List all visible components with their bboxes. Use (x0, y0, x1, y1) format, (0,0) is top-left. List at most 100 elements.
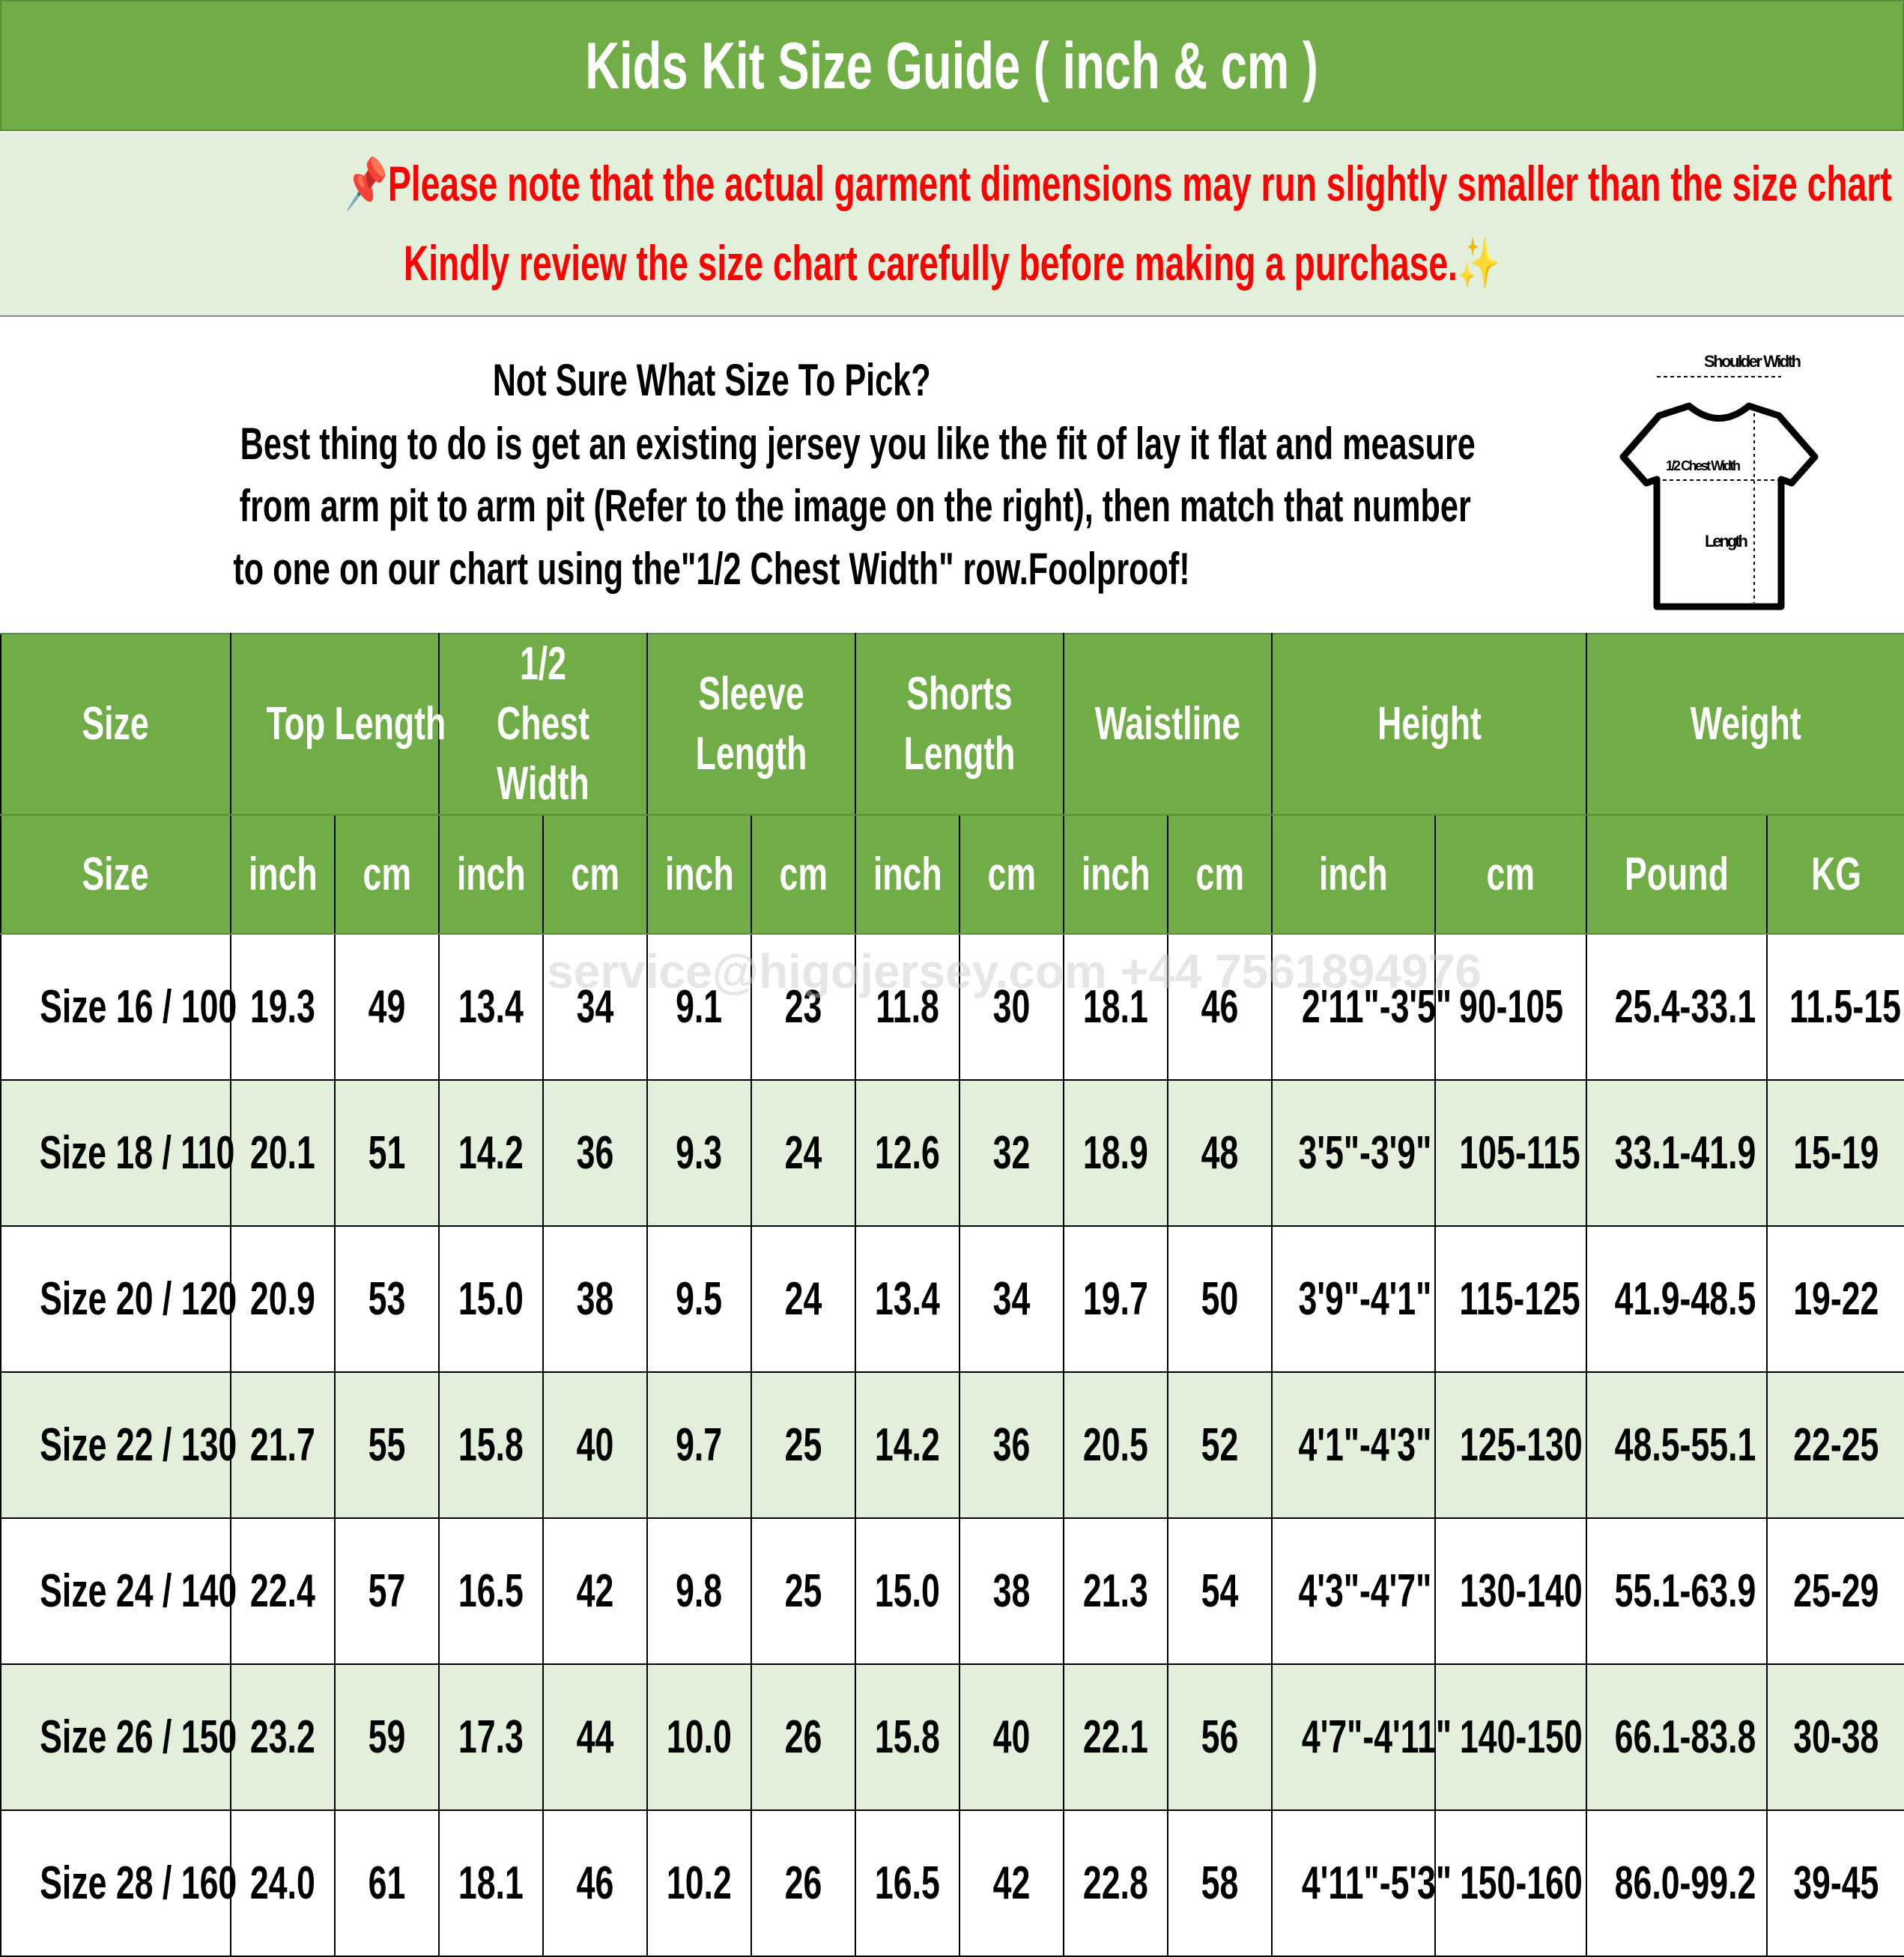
table-cell: 59 (333, 1663, 440, 1811)
cell-value: 24 (784, 1127, 822, 1179)
table-cell: 48.5-55.1 (1586, 1371, 1768, 1519)
table-cell: 14.2 (438, 1079, 545, 1227)
table-cell: 150-160 (1434, 1809, 1588, 1957)
table-cell: 105-115 (1434, 1079, 1588, 1227)
unit-header: inch (855, 814, 961, 935)
header-label: Weight (1690, 698, 1801, 750)
notice-banner: 📌Please note that the actual garment dim… (0, 131, 1904, 317)
table-cell: 49 (333, 933, 440, 1081)
cell-value: 15.8 (875, 1711, 940, 1763)
table-cell: 18.1 (1063, 933, 1169, 1081)
table-cell: 14.2 (855, 1371, 961, 1519)
unit-header: Pound (1586, 814, 1768, 935)
unit-label: inch (1319, 849, 1388, 900)
cell-value: 40 (992, 1711, 1031, 1763)
cell-value: 23.2 (250, 1711, 315, 1763)
cell-value: 9.1 (676, 981, 723, 1033)
table-cell: 50 (1167, 1225, 1273, 1373)
pushpin-icon: 📌 (345, 156, 388, 211)
table-row: Size 18 / 110 20.1 51 14.2 36 9.3 24 12.6 32 18.9… (0, 1079, 1904, 1227)
cell-value: Size 16 / 100 (40, 981, 237, 1033)
cell-value: 25-29 (1792, 1565, 1879, 1617)
table-cell: 115-125 (1434, 1225, 1588, 1373)
table-cell: 15.8 (438, 1371, 545, 1519)
cell-value: 55.1-63.9 (1614, 1565, 1756, 1617)
table-cell: 38 (542, 1225, 649, 1373)
table-cell: Size 22 / 130 (0, 1371, 237, 1519)
table-cell: 25 (751, 1371, 857, 1519)
table-cell: 44 (542, 1663, 649, 1811)
table-cell: 36 (959, 1371, 1065, 1519)
cell-value: 49 (368, 981, 406, 1033)
table-cell: 3'5"-3'9" (1271, 1079, 1437, 1227)
table-row: Size 22 / 130 21.7 55 15.8 40 9.7 25 14.2 36 20.5… (0, 1371, 1904, 1519)
unit-label: cm (1486, 849, 1535, 900)
info-line: from arm pit to arm pit (Refer to the im… (239, 481, 1471, 531)
cell-value: 33.1-41.9 (1614, 1127, 1756, 1179)
cell-value: 9.5 (676, 1273, 723, 1325)
unit-label: KG (1810, 849, 1861, 900)
header-label: Height (1377, 698, 1482, 750)
unit-header: cm (542, 814, 649, 935)
table-cell: 56 (1167, 1663, 1273, 1811)
table-cell: 17.3 (438, 1663, 545, 1811)
table-cell: 19.3 (230, 933, 336, 1081)
table-cell: 54 (1167, 1517, 1273, 1665)
cell-value: 34 (992, 1273, 1031, 1325)
table-cell: Size 26 / 150 (0, 1663, 237, 1811)
cell-value: 42 (576, 1565, 614, 1617)
cell-value: 21.3 (1083, 1565, 1148, 1617)
cell-value: 86.0-99.2 (1614, 1857, 1756, 1909)
sparkles-icon: ✨ (1457, 235, 1501, 291)
cell-value: 10.0 (667, 1711, 732, 1763)
cell-value: 18.1 (1083, 981, 1148, 1033)
table-cell: 15-19 (1766, 1079, 1904, 1227)
table-cell: 26 (751, 1809, 857, 1957)
cell-value: 25 (784, 1565, 822, 1617)
header-row-groups: Size Top Length 1/2 Chest Width Sleeve Leng… (0, 633, 1904, 816)
unit-label: cm (571, 849, 619, 900)
header-label: Shorts Length (903, 668, 1016, 780)
table-cell: 25.4-33.1 (1586, 933, 1768, 1081)
table-cell: 22-25 (1766, 1371, 1904, 1519)
cell-value: 20.5 (1083, 1419, 1148, 1471)
table-cell: 24 (751, 1079, 857, 1227)
table-row: Size 26 / 150 23.2 59 17.3 44 10.0 26 15.8 40 22.… (0, 1663, 1904, 1811)
cell-value: 19.7 (1083, 1273, 1148, 1325)
header-label: Sleeve Length (695, 668, 807, 780)
info-line: to one on our chart using the"1/2 Chest … (233, 544, 1190, 594)
cell-value: 54 (1201, 1565, 1239, 1617)
cell-value: 11.5-15 (1789, 981, 1901, 1033)
cell-value: 25 (784, 1419, 822, 1471)
table-cell: 24.0 (230, 1809, 336, 1957)
table-cell: 130-140 (1434, 1517, 1588, 1665)
table-cell: 19.7 (1063, 1225, 1169, 1373)
cell-value: 9.7 (676, 1419, 723, 1471)
table-cell: 42 (959, 1809, 1065, 1957)
cell-value: Size 20 / 120 (40, 1273, 237, 1325)
column-group-header: Top Length (229, 633, 446, 816)
column-group-header: Size (0, 633, 231, 816)
table-cell: Size 24 / 140 (0, 1517, 237, 1665)
table-cell: 11.5-15 (1766, 933, 1904, 1081)
cell-value: 20.9 (250, 1273, 315, 1325)
cell-value: 22.1 (1083, 1711, 1148, 1763)
shoulder-width-label: Shoulder Width (1704, 352, 1801, 371)
cell-value: 57 (368, 1565, 406, 1617)
table-cell: 34 (959, 1225, 1065, 1373)
table-cell: 22.4 (230, 1517, 336, 1665)
table-cell: 13.4 (855, 1225, 961, 1373)
table-cell: 40 (959, 1663, 1065, 1811)
cell-value: 48 (1201, 1127, 1239, 1179)
cell-value: 24 (784, 1273, 822, 1325)
cell-value: 55 (368, 1419, 406, 1471)
table-cell: 61 (333, 1809, 440, 1957)
table-cell: 46 (542, 1809, 649, 1957)
cell-value: 22-25 (1792, 1419, 1879, 1471)
unit-header: Size (0, 814, 231, 935)
cell-value: 61 (368, 1857, 406, 1909)
table-cell: 19-22 (1766, 1225, 1904, 1373)
cell-value: 150-160 (1459, 1857, 1583, 1909)
table-cell: 20.1 (230, 1079, 336, 1227)
table-cell: Size 28 / 160 (0, 1809, 237, 1957)
